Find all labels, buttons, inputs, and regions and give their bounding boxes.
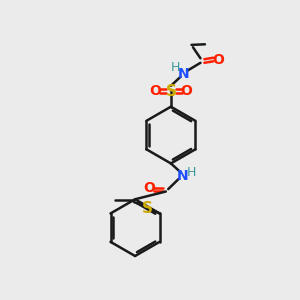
Text: S: S xyxy=(165,84,176,99)
Text: O: O xyxy=(143,181,155,195)
Text: O: O xyxy=(212,53,224,67)
Text: H: H xyxy=(187,167,196,179)
Text: O: O xyxy=(181,84,192,98)
Text: S: S xyxy=(142,201,153,216)
Text: H: H xyxy=(170,61,180,74)
Text: O: O xyxy=(149,84,161,98)
Text: N: N xyxy=(176,169,188,183)
Text: N: N xyxy=(178,67,189,81)
